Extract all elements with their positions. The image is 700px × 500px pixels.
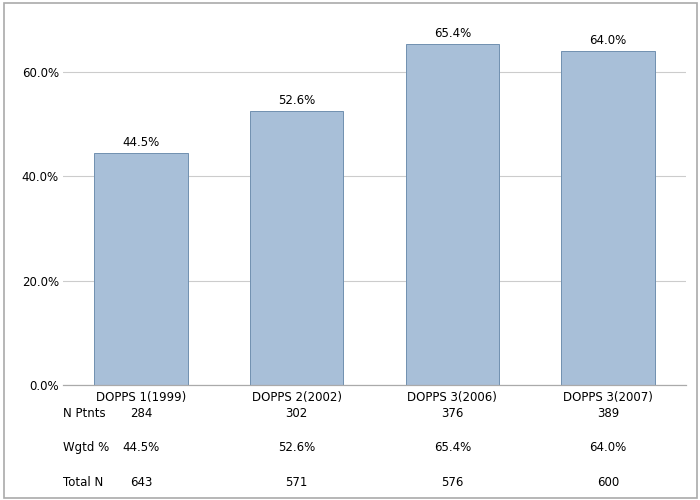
Text: 376: 376 (441, 406, 463, 420)
Text: 52.6%: 52.6% (278, 94, 315, 106)
Text: 64.0%: 64.0% (589, 441, 626, 454)
Text: 65.4%: 65.4% (434, 441, 471, 454)
Text: 576: 576 (441, 476, 463, 489)
Bar (406, 44, 499, 385)
Text: Total N: Total N (63, 476, 104, 489)
Text: N Ptnts: N Ptnts (63, 406, 106, 420)
Text: 284: 284 (130, 406, 152, 420)
Bar (250, 110, 343, 385)
Bar (94, 153, 188, 385)
Text: 65.4%: 65.4% (434, 27, 471, 40)
Text: 302: 302 (286, 406, 308, 420)
Text: 389: 389 (597, 406, 620, 420)
Text: 44.5%: 44.5% (122, 136, 160, 149)
Text: 64.0%: 64.0% (589, 34, 626, 47)
Text: 44.5%: 44.5% (122, 441, 160, 454)
Text: 52.6%: 52.6% (278, 441, 315, 454)
Text: 600: 600 (597, 476, 620, 489)
Bar (561, 52, 655, 385)
Text: 571: 571 (286, 476, 308, 489)
Text: 643: 643 (130, 476, 152, 489)
Text: Wgtd %: Wgtd % (63, 441, 109, 454)
